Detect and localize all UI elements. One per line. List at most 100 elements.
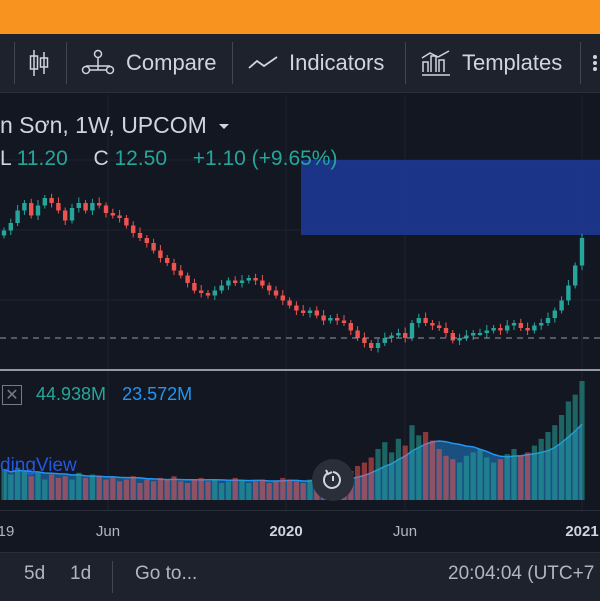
candle-body [144,238,149,243]
volume-bar [491,462,497,500]
candle-body [103,205,109,213]
candle-body [56,203,61,211]
volume-bar [382,442,388,500]
volume-bar [212,479,218,500]
chart-pane[interactable] [0,93,600,510]
range-5d-button[interactable]: 5d [24,563,46,584]
candle-body [532,325,537,331]
candle-body [307,310,313,313]
volume-bar [219,483,225,500]
candle-body [185,275,190,283]
candle-body [430,323,435,326]
candle-body [219,285,224,291]
candle-body [579,238,585,266]
highlight-rectangle-drawing[interactable] [301,160,600,235]
compare-button[interactable]: Compare [80,34,216,92]
volume-bar [35,472,41,500]
candle-body [76,203,81,208]
volume-bar [504,454,510,500]
volume-bar [259,479,265,500]
volume-bar [225,481,231,500]
candle-body [97,203,102,206]
volume-bar [484,457,490,500]
indicators-label: Indicators [289,50,385,75]
price-chart[interactable] [0,93,600,510]
chart-toolbar: Compare Indicators Templates [0,34,600,93]
candle-body [117,215,122,218]
indicators-button[interactable]: Indicators [247,34,384,92]
volume-bar [21,471,27,500]
candle-body [124,218,129,226]
volume-bar [185,483,191,500]
volume-bar [559,415,565,500]
volume-bar [457,462,463,500]
candle-style-button[interactable] [28,34,60,92]
volume-bar [178,481,184,500]
time-label: 19 [0,523,15,540]
candle-body [110,213,115,216]
volume-bar [287,479,293,500]
candle-body [63,210,68,221]
candle-body [22,203,27,211]
time-axis[interactable]: 19 Jun 2020 Jun 2021 [0,510,600,553]
volume-legend: ✕ 44.938M 23.572M [0,384,192,405]
candle-body [246,278,251,281]
volume-bar [355,466,361,500]
goto-date-button[interactable]: Go to... [135,563,198,584]
volume-bar [89,474,95,500]
volume-bar [293,481,299,500]
candles [1,193,585,353]
close-icon[interactable]: ✕ [2,384,22,405]
reset-chart-button[interactable] [312,459,354,501]
change-value: +1.10 (+9.65%) [192,147,338,170]
candle-body [1,230,7,236]
reset-icon [323,469,341,489]
clock-timezone[interactable]: 20:04:04 (UTC+7 [448,563,595,584]
volume-bar [572,394,578,500]
candle-body [437,325,442,328]
volume-bar [375,449,381,500]
volume-bar [300,483,306,500]
candle-body [498,328,503,331]
volume-bar [28,476,34,500]
more-button[interactable] [589,34,600,92]
compare-icon [81,49,115,75]
volume-bar [409,425,415,500]
volume-bar [151,481,157,500]
symbol-legend[interactable]: n Sơn, 1W, UPCOM [0,112,231,139]
range-1d-button[interactable]: 1d [70,563,92,584]
volume-bar [463,455,469,500]
candle-body [389,335,394,338]
volume-bar [171,476,177,500]
volume-bar [253,481,259,500]
time-label: 2020 [269,523,303,540]
candle-body [49,198,54,203]
volume-bar [538,438,544,500]
candle-body [477,333,483,335]
chevron-down-icon[interactable] [217,122,231,132]
candle-body [348,323,353,331]
candle-body [8,223,13,231]
templates-button[interactable]: Templates [420,34,562,92]
volume-bar [117,481,123,500]
volume-bar [470,452,476,500]
volume-bar [477,449,483,500]
close-label: C [93,147,109,170]
volume-bar [280,477,286,500]
candle-body [566,285,571,301]
candle-body [539,323,544,326]
volume-bar [395,438,401,500]
candle-body [443,328,449,333]
candle-body [328,318,333,321]
compare-label: Compare [126,50,217,75]
low-value: 11.20 [16,147,68,170]
volume-bar [436,449,442,500]
volume-bar [402,445,408,500]
toolbar-separator [14,42,15,84]
candle-body [335,318,340,321]
volume-bar [83,477,89,500]
candle-body [511,323,517,326]
volume-bar [368,457,374,500]
templates-label: Templates [462,50,563,75]
volume-bar [531,445,537,500]
